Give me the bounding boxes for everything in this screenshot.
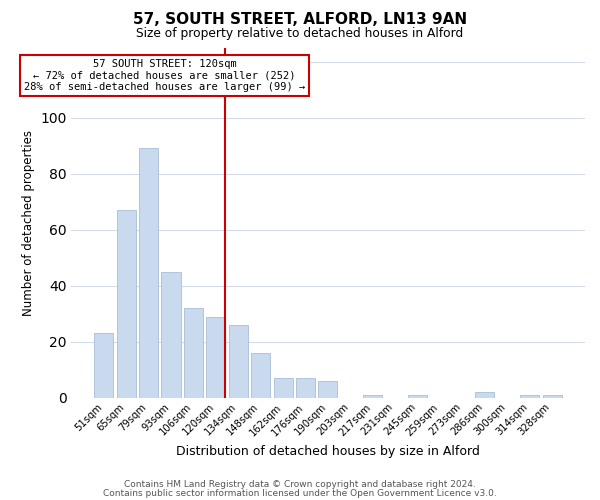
Bar (475, 392, 494, 398)
Bar (251, 353, 270, 398)
Text: Contains HM Land Registry data © Crown copyright and database right 2024.: Contains HM Land Registry data © Crown c… (124, 480, 476, 489)
Bar (94, 334, 113, 398)
Bar (116, 210, 136, 398)
Bar (408, 395, 427, 398)
Bar (319, 381, 337, 398)
Bar (274, 378, 293, 398)
Bar (161, 272, 181, 398)
Bar (229, 325, 248, 398)
Bar (520, 395, 539, 398)
Bar (542, 395, 562, 398)
X-axis label: Distribution of detached houses by size in Alford: Distribution of detached houses by size … (176, 444, 480, 458)
Text: Contains public sector information licensed under the Open Government Licence v3: Contains public sector information licen… (103, 489, 497, 498)
Bar (296, 378, 315, 398)
Y-axis label: Number of detached properties: Number of detached properties (22, 130, 35, 316)
Text: Size of property relative to detached houses in Alford: Size of property relative to detached ho… (136, 28, 464, 40)
Bar (184, 308, 203, 398)
Text: 57, SOUTH STREET, ALFORD, LN13 9AN: 57, SOUTH STREET, ALFORD, LN13 9AN (133, 12, 467, 28)
Bar (206, 316, 226, 398)
Bar (139, 148, 158, 398)
Bar (363, 395, 382, 398)
Text: 57 SOUTH STREET: 120sqm
← 72% of detached houses are smaller (252)
28% of semi-d: 57 SOUTH STREET: 120sqm ← 72% of detache… (24, 58, 305, 92)
